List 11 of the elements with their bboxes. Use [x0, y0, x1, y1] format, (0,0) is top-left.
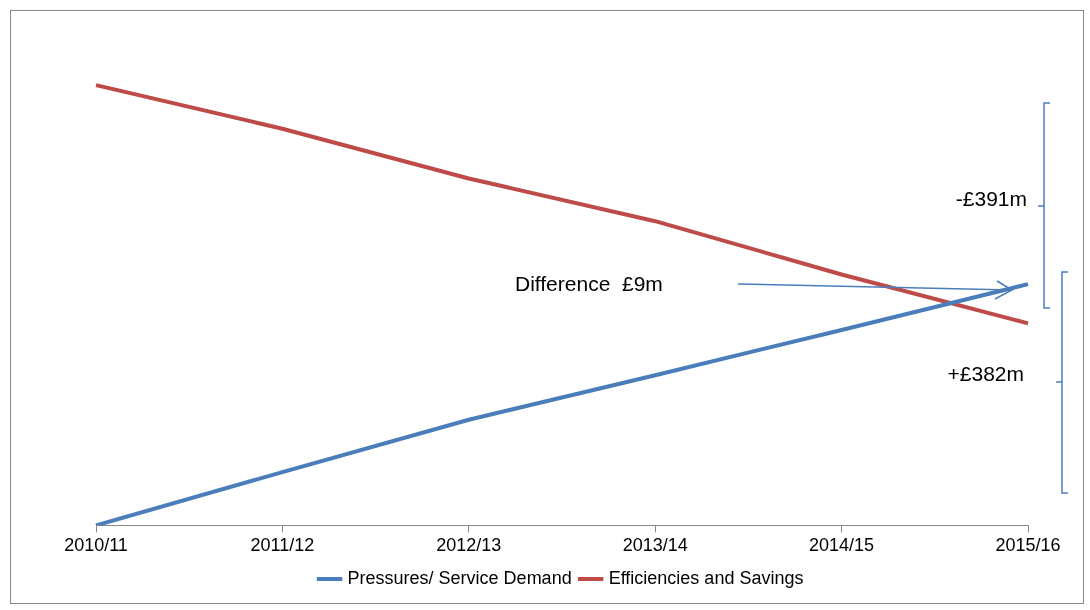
- x-tick-label: 2013/14: [622, 535, 688, 556]
- annotation: +£382m: [947, 361, 1024, 385]
- x-tick-label: 2014/15: [809, 535, 875, 556]
- legend-label: Pressures/ Service Demand: [347, 567, 572, 588]
- x-tick-label: 2015/16: [995, 535, 1061, 556]
- annotation: Difference £9m: [515, 271, 663, 295]
- x-tick-label: 2012/13: [436, 535, 502, 556]
- x-tick-label: 2011/12: [250, 535, 315, 556]
- legend-label: Efficiencies and Savings: [608, 567, 804, 588]
- x-tick-label: 2010/11: [64, 535, 128, 556]
- annotation: -£391m: [955, 186, 1027, 210]
